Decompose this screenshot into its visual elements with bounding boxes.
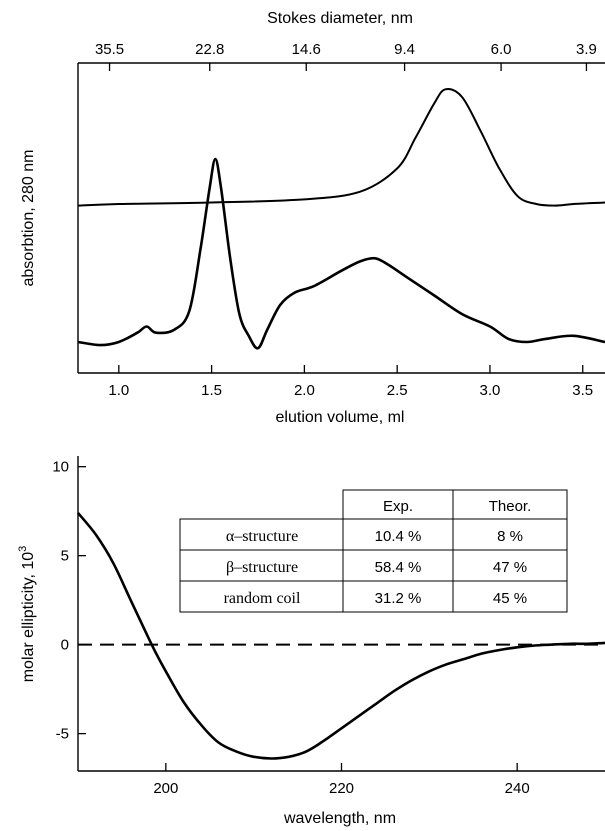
top-x-tick-label: 3.0	[480, 382, 501, 399]
top-series-group	[77, 88, 605, 350]
bottom-series-line	[76, 512, 605, 760]
top-x-tick-label: 3.5	[572, 382, 593, 399]
bottom-y-tick-label: 10	[52, 459, 69, 476]
table-cell-exp: 31.2 %	[375, 590, 422, 607]
top-series-line	[77, 157, 605, 350]
top-y-axis-label: absorbtion, 280 nm	[20, 150, 37, 287]
bottom-y-axis-label-superscript: 3	[17, 546, 29, 552]
table-cell-theor: 45 %	[493, 590, 527, 607]
table-header-exp: Exp.	[383, 498, 413, 515]
top-x-axis-label: elution volume, ml	[276, 409, 405, 426]
top-x-tick-label: 2.0	[294, 382, 315, 399]
top-panel: Stokes diameter, nm 35.5 22.8 14.6 9.4 6.0 3.…	[20, 10, 605, 426]
bottom-x-tick-label: 200	[153, 780, 178, 797]
table-header-theor: Theor.	[489, 498, 532, 515]
secondary-x-tick-label: 22.8	[195, 41, 224, 58]
top-x-tick-label: 1.5	[201, 382, 222, 399]
bottom-panel: -5 0 5 10 200 220 240 wavelength, nm molar el…	[17, 456, 605, 827]
bottom-x-ticks: 200 220 240	[153, 763, 530, 797]
secondary-x-axis-label: Stokes diameter, nm	[267, 10, 413, 27]
table-header-box	[342, 489, 568, 520]
table-row-label: α–structure	[226, 528, 298, 545]
top-x-tick-label: 2.5	[387, 382, 408, 399]
secondary-x-tick-label: 6.0	[491, 41, 512, 58]
bottom-y-axis-label: molar ellipticity, 103	[17, 546, 37, 683]
top-x-tick-label: 1.0	[108, 382, 129, 399]
table-row-label: β–structure	[226, 559, 298, 576]
bottom-x-tick-label: 220	[329, 780, 354, 797]
table-row-label: random coil	[224, 590, 301, 607]
top-x-ticks: 1.0 1.5 2.0 2.5 3.0 3.5	[108, 365, 593, 399]
secondary-x-tick-label: 3.9	[576, 41, 597, 58]
top-series-line	[77, 88, 605, 207]
bottom-y-tick-label: 5	[61, 548, 69, 565]
table-cell-exp: 58.4 %	[375, 559, 422, 576]
secondary-x-tick-label: 14.6	[292, 41, 321, 58]
secondary-x-tick-label: 35.5	[95, 41, 124, 58]
bottom-x-tick-label: 240	[505, 780, 530, 797]
table-cell-exp: 10.4 %	[375, 528, 422, 545]
inset-table: Exp. Theor. α–structure 10.4 % 8 % β–str…	[179, 489, 568, 613]
bottom-y-axis-label-text: molar ellipticity, 10	[20, 552, 37, 683]
bottom-y-ticks: -5 0 5 10	[52, 459, 86, 743]
bottom-y-tick-label: -5	[56, 726, 69, 743]
secondary-x-tick-label: 9.4	[394, 41, 415, 58]
table-cell-theor: 8 %	[497, 528, 523, 545]
bottom-y-tick-label: 0	[61, 637, 69, 654]
table-body-box	[179, 518, 568, 613]
bottom-x-axis-label: wavelength, nm	[283, 810, 396, 827]
secondary-x-ticks: 35.5 22.8 14.6 9.4 6.0 3.9	[95, 41, 597, 71]
table-cell-theor: 47 %	[493, 559, 527, 576]
bottom-series-group	[76, 512, 605, 760]
